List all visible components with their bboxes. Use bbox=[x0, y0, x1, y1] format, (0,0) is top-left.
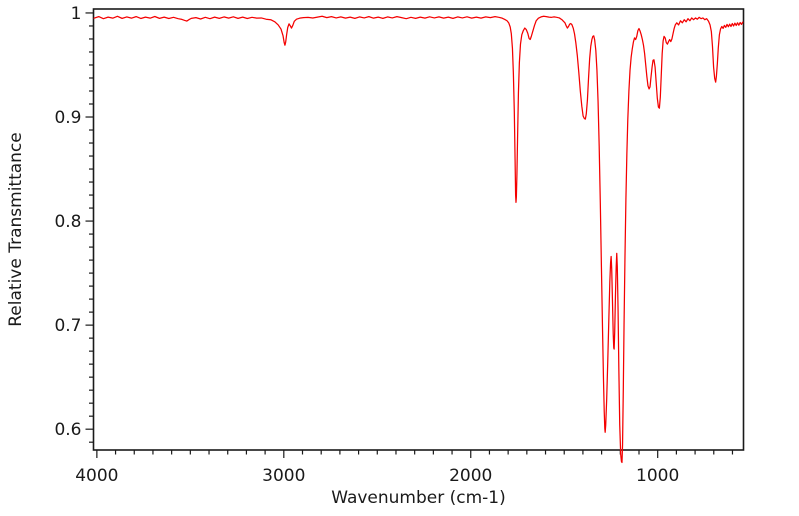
x-tick-label: 2000 bbox=[449, 466, 492, 486]
axis-tick-labels: 4000 3000 2000 1000 1 0.9 0.8 0.7 0.6 bbox=[54, 4, 679, 486]
x-tick-label: 3000 bbox=[262, 466, 305, 486]
y-tick-label: 0.9 bbox=[54, 108, 81, 128]
spectrum-line bbox=[93, 15, 744, 464]
x-tick-label: 1000 bbox=[636, 466, 679, 486]
x-tick-label: 4000 bbox=[75, 466, 118, 486]
y-tick-label: 0.6 bbox=[54, 420, 81, 440]
y-tick-label: 1 bbox=[71, 4, 82, 24]
y-tick-label: 0.8 bbox=[54, 212, 81, 232]
x-axis-title: Wavenumber (cm-1) bbox=[331, 488, 506, 508]
y-tick-label: 0.7 bbox=[54, 316, 81, 336]
axis-ticks bbox=[85, 12, 734, 458]
plot-border bbox=[92, 8, 745, 451]
y-axis-title: Relative Transmittance bbox=[6, 132, 26, 327]
